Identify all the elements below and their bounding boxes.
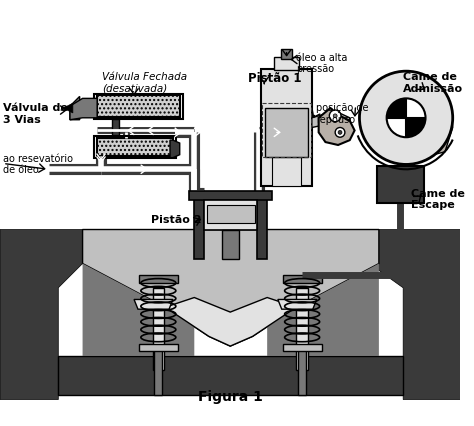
Wedge shape bbox=[387, 98, 406, 118]
Bar bbox=[204, 200, 257, 230]
Bar bbox=[265, 108, 308, 157]
Text: Pistão 2: Pistão 2 bbox=[151, 215, 201, 225]
Bar bbox=[97, 138, 173, 155]
Bar bbox=[194, 196, 204, 259]
Polygon shape bbox=[278, 299, 317, 309]
Polygon shape bbox=[170, 140, 180, 158]
Polygon shape bbox=[414, 89, 453, 157]
Polygon shape bbox=[70, 98, 97, 120]
Circle shape bbox=[359, 71, 453, 164]
Bar bbox=[112, 119, 119, 138]
Polygon shape bbox=[267, 264, 379, 356]
Bar bbox=[283, 344, 321, 351]
Circle shape bbox=[333, 114, 337, 118]
Bar bbox=[139, 344, 178, 351]
Polygon shape bbox=[63, 103, 73, 113]
Text: Válvula de
3 Vias: Válvula de 3 Vias bbox=[3, 103, 68, 125]
Polygon shape bbox=[165, 297, 296, 346]
Bar bbox=[190, 191, 272, 200]
Text: Válvula Fechada
(desativada): Válvula Fechada (desativada) bbox=[102, 72, 187, 94]
Text: Pistão 1: Pistão 1 bbox=[248, 72, 301, 85]
Text: óleo a alta
pressão: óleo a alta pressão bbox=[296, 53, 348, 74]
Bar bbox=[94, 136, 176, 158]
Text: ao resevatório
de óleo: ao resevatório de óleo bbox=[3, 154, 73, 176]
Polygon shape bbox=[319, 108, 355, 145]
Bar bbox=[296, 288, 308, 370]
Circle shape bbox=[329, 110, 341, 122]
Bar bbox=[262, 103, 311, 157]
Text: Figura 1: Figura 1 bbox=[198, 390, 263, 404]
Polygon shape bbox=[82, 230, 379, 346]
Bar bbox=[155, 346, 162, 394]
Bar bbox=[207, 205, 255, 223]
Bar bbox=[272, 157, 301, 186]
Bar bbox=[274, 57, 299, 70]
Circle shape bbox=[335, 127, 345, 137]
Bar bbox=[221, 230, 239, 259]
Polygon shape bbox=[369, 230, 460, 400]
Circle shape bbox=[387, 98, 426, 137]
Bar bbox=[261, 69, 312, 186]
Bar bbox=[94, 93, 182, 119]
Bar bbox=[139, 275, 178, 283]
Polygon shape bbox=[312, 111, 350, 127]
Polygon shape bbox=[0, 230, 82, 400]
Bar bbox=[298, 346, 306, 394]
Bar bbox=[283, 275, 321, 283]
Wedge shape bbox=[406, 118, 426, 137]
Bar bbox=[281, 49, 292, 58]
Bar bbox=[97, 95, 180, 117]
Circle shape bbox=[338, 130, 342, 134]
Polygon shape bbox=[70, 96, 80, 120]
Bar bbox=[377, 167, 424, 203]
Bar bbox=[58, 356, 403, 394]
Polygon shape bbox=[82, 264, 194, 356]
Bar bbox=[257, 196, 267, 259]
Polygon shape bbox=[134, 299, 173, 309]
Bar bbox=[153, 288, 164, 370]
Text: posição de
repouso: posição de repouso bbox=[316, 103, 368, 125]
Text: Came de
Admissão: Came de Admissão bbox=[403, 72, 463, 94]
Text: Came de
Escape: Came de Escape bbox=[411, 189, 465, 210]
